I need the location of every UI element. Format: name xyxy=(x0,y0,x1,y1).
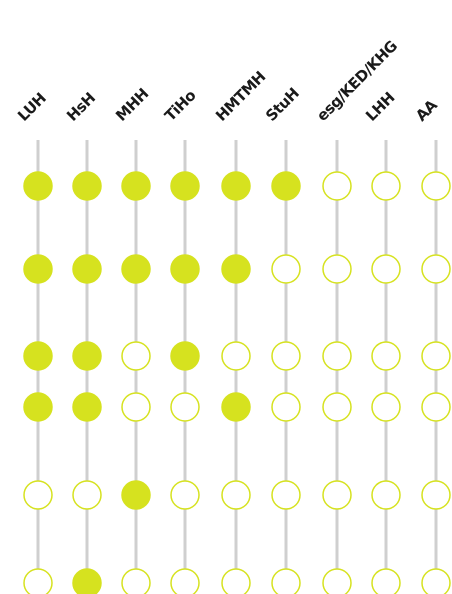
empty-dot xyxy=(121,568,151,594)
empty-dot xyxy=(421,480,451,510)
empty-dot xyxy=(322,392,352,422)
filled-dot xyxy=(221,171,251,201)
filled-dot xyxy=(221,392,251,422)
empty-dot xyxy=(221,341,251,371)
filled-dot xyxy=(72,341,102,371)
empty-dot xyxy=(23,480,53,510)
column-label: TiHo xyxy=(161,86,199,124)
filled-dot xyxy=(23,254,53,284)
empty-dot xyxy=(371,254,401,284)
dots xyxy=(23,171,451,594)
empty-dot xyxy=(271,568,301,594)
filled-dot xyxy=(170,341,200,371)
filled-dot xyxy=(72,254,102,284)
empty-dot xyxy=(170,392,200,422)
column-label: LHH xyxy=(362,89,398,125)
empty-dot xyxy=(322,480,352,510)
empty-dot xyxy=(121,341,151,371)
empty-dot xyxy=(170,480,200,510)
column-label: StuH xyxy=(262,84,302,124)
empty-dot xyxy=(221,568,251,594)
empty-dot xyxy=(322,254,352,284)
column-label: LUH xyxy=(14,89,50,125)
column-label: HsH xyxy=(63,89,99,125)
empty-dot xyxy=(23,568,53,594)
empty-dot xyxy=(371,480,401,510)
filled-dot xyxy=(121,171,151,201)
empty-dot xyxy=(271,254,301,284)
empty-dot xyxy=(371,568,401,594)
empty-dot xyxy=(72,480,102,510)
empty-dot xyxy=(170,568,200,594)
filled-dot xyxy=(271,171,301,201)
empty-dot xyxy=(421,341,451,371)
filled-dot xyxy=(221,254,251,284)
empty-dot xyxy=(421,171,451,201)
filled-dot xyxy=(72,392,102,422)
filled-dot xyxy=(170,171,200,201)
empty-dot xyxy=(271,480,301,510)
empty-dot xyxy=(421,254,451,284)
empty-dot xyxy=(371,341,401,371)
filled-dot xyxy=(121,254,151,284)
filled-dot xyxy=(72,568,102,594)
empty-dot xyxy=(271,341,301,371)
empty-dot xyxy=(322,568,352,594)
empty-dot xyxy=(371,171,401,201)
filled-dot xyxy=(23,171,53,201)
column-label: AA xyxy=(412,96,441,125)
empty-dot xyxy=(421,392,451,422)
empty-dot xyxy=(421,568,451,594)
empty-dot xyxy=(322,341,352,371)
filled-dot xyxy=(121,480,151,510)
empty-dot xyxy=(371,392,401,422)
empty-dot xyxy=(322,171,352,201)
empty-dot xyxy=(221,480,251,510)
filled-dot xyxy=(23,392,53,422)
filled-dot xyxy=(72,171,102,201)
column-label: MHH xyxy=(112,85,152,125)
empty-dot xyxy=(271,392,301,422)
filled-dot xyxy=(170,254,200,284)
column-label: HMTMH xyxy=(212,68,269,125)
empty-dot xyxy=(121,392,151,422)
filled-dot xyxy=(23,341,53,371)
